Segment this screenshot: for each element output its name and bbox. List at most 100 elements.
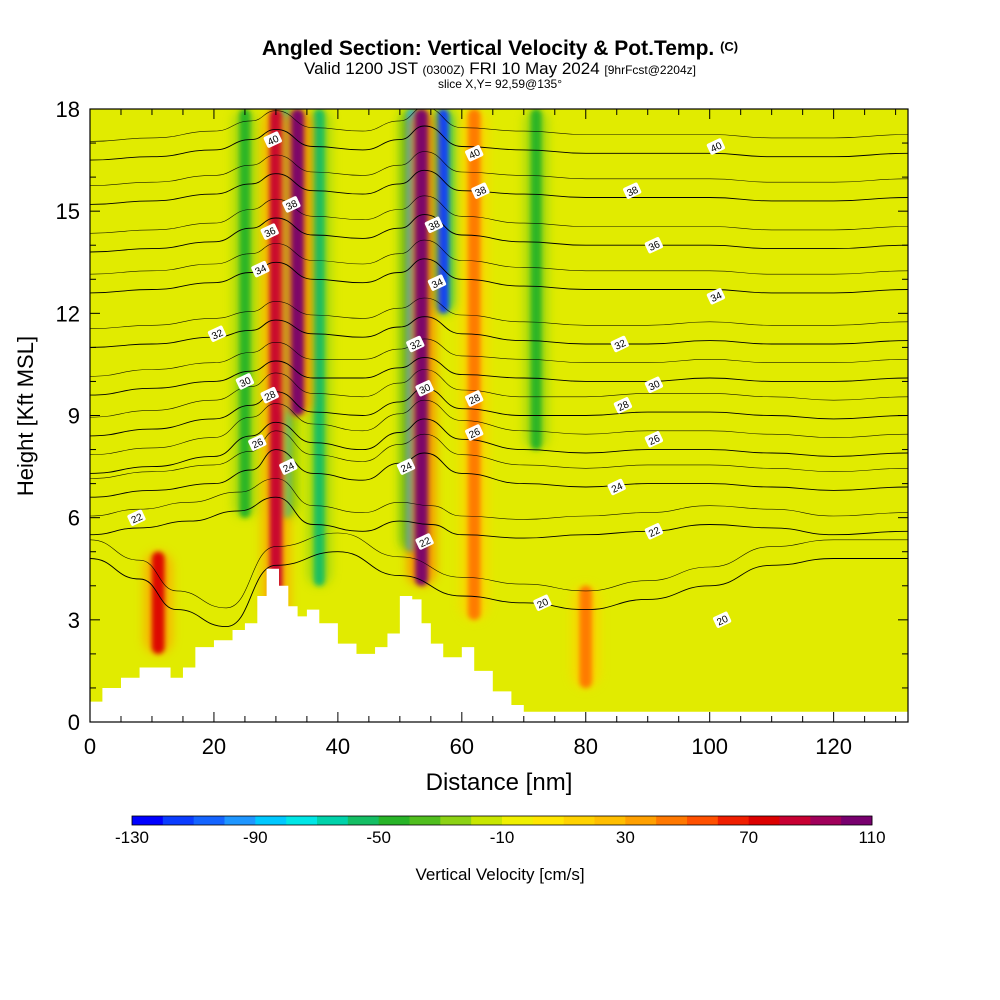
y-tick-label: 0 xyxy=(68,710,80,735)
contour-label-bg xyxy=(406,335,425,353)
contour-label: 20 xyxy=(533,594,552,612)
contour-label: 34 xyxy=(427,274,447,291)
contour-label-bg xyxy=(279,458,298,475)
x-tick-label: 120 xyxy=(815,734,852,759)
contour-label-text: 24 xyxy=(399,460,414,475)
contour-label-text: 26 xyxy=(647,433,662,448)
contour-label: 32 xyxy=(406,335,425,353)
slice-label: slice X,Y= 92,59@135° xyxy=(437,77,563,91)
contour-label: 24 xyxy=(396,458,416,475)
theta-contour-minor xyxy=(90,369,908,418)
zulu-time: (0300Z) xyxy=(422,63,465,77)
theta-contour-minor xyxy=(90,297,908,329)
theta-contour-30 xyxy=(90,357,908,396)
downdraft-core xyxy=(239,109,251,518)
contour-label-text: 40 xyxy=(709,140,724,155)
theta-contour-minor xyxy=(90,338,908,377)
colorbar-swatch xyxy=(132,816,164,825)
colorbar-swatch xyxy=(532,816,565,825)
x-tick-label: 40 xyxy=(326,734,350,759)
theta-contour-minor xyxy=(90,399,908,455)
contour-label-text: 36 xyxy=(647,239,662,254)
contour-label-bg xyxy=(712,611,732,628)
contour-label: 30 xyxy=(415,380,434,397)
contour-label-bg xyxy=(127,509,146,526)
colorbar-swatch xyxy=(471,816,503,825)
contour-label-text: 30 xyxy=(238,375,253,390)
colorbar-swatch xyxy=(687,816,719,825)
contour-label-bg xyxy=(607,478,626,496)
colorbar-tick-label: 30 xyxy=(616,828,635,847)
contour-label-text: 26 xyxy=(467,426,482,441)
contour-label-text: 32 xyxy=(210,328,225,343)
contour-label-text: 24 xyxy=(610,481,625,496)
theta-contour-34 xyxy=(90,258,908,294)
y-tick-label: 9 xyxy=(68,404,80,429)
contour-label: 28 xyxy=(613,397,633,414)
contour-label-bg xyxy=(415,533,434,550)
colorbar-swatch xyxy=(347,816,380,825)
contour-label-bg xyxy=(610,335,629,353)
colorbar-swatch xyxy=(224,816,256,825)
x-tick-label: 0 xyxy=(84,734,96,759)
contour-label: 34 xyxy=(706,288,726,305)
contour-label-text: 34 xyxy=(709,290,724,305)
x-tick-label: 80 xyxy=(574,734,598,759)
theta-contour-minor xyxy=(90,430,908,479)
contour-label: 40 xyxy=(465,145,484,162)
theta-contour-24 xyxy=(90,449,908,498)
theta-contour-38 xyxy=(90,169,908,205)
contour-label-text: 30 xyxy=(418,382,433,397)
colorbar-swatch xyxy=(810,816,842,825)
contour-label: 24 xyxy=(279,458,298,475)
contour-label: 38 xyxy=(282,196,301,213)
x-tick-label: 100 xyxy=(691,734,728,759)
contour-label-text: 20 xyxy=(536,597,551,612)
contour-label-bg xyxy=(623,182,642,199)
contour-label-text: 38 xyxy=(427,219,442,234)
contour-label: 26 xyxy=(465,424,484,441)
contour-label-bg xyxy=(235,373,255,390)
contour-label-text: 28 xyxy=(263,389,278,404)
contour-label-text: 28 xyxy=(467,392,482,407)
contour-label-bg xyxy=(471,182,490,199)
colorbar-swatch xyxy=(378,816,410,825)
contour-label-bg xyxy=(282,196,301,213)
theta-contour-26 xyxy=(90,418,908,474)
updraft-core xyxy=(291,109,304,416)
contour-label: 34 xyxy=(251,260,270,278)
contour-label: 40 xyxy=(706,138,726,155)
contour-label-bg xyxy=(424,216,444,233)
colorbar-frame xyxy=(131,815,873,826)
colorbar-swatch xyxy=(841,816,873,825)
contour-label: 40 xyxy=(263,131,282,148)
y-tick-label: 3 xyxy=(68,608,80,633)
contour-label: 26 xyxy=(248,434,267,451)
chart-title: Angled Section: Vertical Velocity & Pot.… xyxy=(0,37,1000,61)
forecast-info: [9hrFcst@2204z] xyxy=(604,63,696,77)
contour-label-bg xyxy=(396,458,416,475)
theta-contour-minor xyxy=(90,478,908,520)
colorbar-swatch xyxy=(656,816,688,825)
contour-label-text: 32 xyxy=(409,338,424,353)
contour-label-bg xyxy=(706,288,726,305)
contour-label-bg xyxy=(465,145,484,162)
contour-label-bg xyxy=(207,325,227,342)
colorbar-label: Vertical Velocity [cm/s] xyxy=(415,865,584,884)
x-axis-label: Distance [nm] xyxy=(426,769,573,796)
contour-label: 28 xyxy=(465,390,484,407)
theta-contour-20 xyxy=(90,551,908,628)
y-tick-label: 12 xyxy=(56,301,80,326)
contour-label-bg xyxy=(644,376,664,393)
downdraft-core xyxy=(530,109,542,450)
theta-contour-32 xyxy=(90,316,908,348)
colorbar-swatch xyxy=(748,816,780,825)
contour-label-bg xyxy=(465,424,484,441)
contour-label: 32 xyxy=(207,325,227,343)
theta-contour-minor xyxy=(90,151,908,186)
contour-label-text: 22 xyxy=(418,535,433,550)
contour-label-text: 40 xyxy=(266,133,281,148)
contour-label-bg xyxy=(644,431,664,448)
colorbar-tick-label: 110 xyxy=(858,828,885,847)
